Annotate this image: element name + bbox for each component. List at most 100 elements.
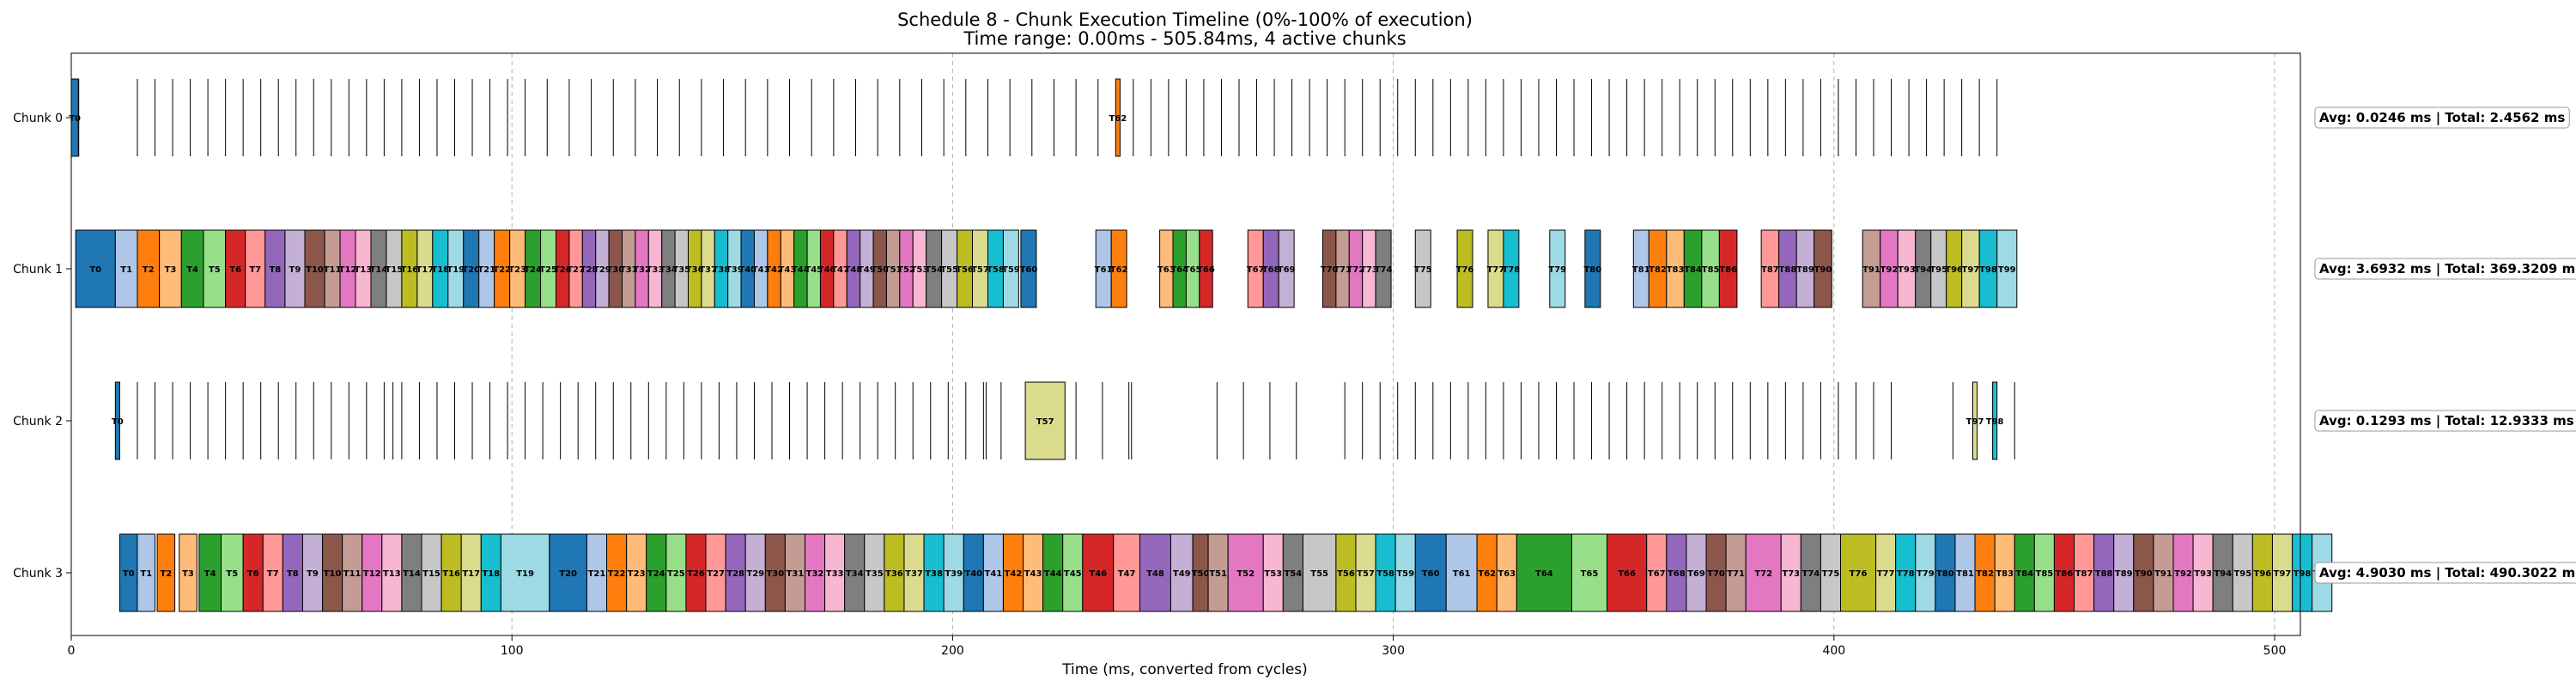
- task-label: T37: [699, 265, 717, 275]
- task-label: T71: [1334, 265, 1352, 275]
- task-label: T41: [985, 569, 1003, 579]
- task-label: T44: [792, 265, 810, 275]
- task-label: T80: [1583, 265, 1601, 275]
- task-label: T61: [1453, 569, 1471, 579]
- task-label: T32: [633, 265, 651, 275]
- task-bar: [1745, 533, 1782, 612]
- task-bar: [1584, 229, 1601, 308]
- task-label: T99: [1998, 265, 2016, 275]
- task-label: T7: [267, 569, 279, 579]
- task-bar: [1996, 229, 2018, 308]
- task-label: T22: [493, 265, 511, 275]
- task-label: T84: [2015, 569, 2033, 579]
- task-label: T24: [524, 265, 542, 275]
- task-label: T79: [1548, 265, 1566, 275]
- task-label: T76: [1456, 265, 1474, 275]
- task-label: T98: [1979, 265, 1997, 275]
- task-label: T18: [482, 569, 500, 579]
- task-label: T48: [845, 265, 863, 275]
- task-label: T26: [554, 265, 572, 275]
- task-bar: [1024, 381, 1066, 460]
- task-bar: [549, 533, 587, 612]
- task-label: T11: [324, 265, 342, 275]
- task-label: T14: [370, 265, 388, 275]
- task-label: T23: [628, 569, 646, 579]
- task-label: T67: [1648, 569, 1666, 579]
- task-label: T50: [1192, 569, 1210, 579]
- task-label: T29: [593, 265, 611, 275]
- task-label: T64: [1535, 569, 1553, 579]
- task-label: T86: [1719, 265, 1737, 275]
- task-label: T52: [897, 265, 915, 275]
- task-label: T80: [1936, 569, 1954, 579]
- task-bar: [137, 229, 161, 308]
- task-label: T46: [1089, 569, 1107, 579]
- task-label: T46: [818, 265, 836, 275]
- x-tick-label: 100: [501, 644, 524, 658]
- task-label: T54: [925, 265, 943, 275]
- task-bar: [1992, 381, 1998, 460]
- task-label: T37: [905, 569, 923, 579]
- task-label: T70: [1321, 265, 1339, 275]
- task-label: T95: [2233, 569, 2251, 579]
- task-label: T66: [1197, 265, 1215, 275]
- task-label: T56: [1337, 569, 1355, 579]
- task-bar: [1814, 229, 1832, 308]
- task-label: T65: [1581, 569, 1599, 579]
- task-label: T19: [516, 569, 534, 579]
- task-label: T75: [1822, 569, 1840, 579]
- task-bar: [1113, 533, 1141, 612]
- task-label: T62: [1110, 265, 1128, 275]
- task-label: T67: [1247, 265, 1265, 275]
- task-label: T48: [1146, 569, 1164, 579]
- task-label: T88: [1779, 265, 1797, 275]
- task-label: T10: [306, 265, 324, 275]
- task-label: T17: [462, 569, 480, 579]
- task-label: T83: [1996, 569, 2014, 579]
- task-label: T2: [160, 569, 172, 579]
- task-label: T24: [647, 569, 665, 579]
- task-label: T58: [1376, 569, 1394, 579]
- task-label: T97: [1966, 417, 1984, 427]
- task-label: T89: [1796, 265, 1814, 275]
- task-label: T52: [1236, 569, 1255, 579]
- task-label: T87: [2075, 569, 2093, 579]
- x-tick-label: 300: [1382, 644, 1405, 658]
- task-label: T4: [204, 569, 216, 579]
- chunk-annotation: Avg: 0.1293 ms | Total: 12.9333 ms: [2319, 413, 2574, 429]
- task-bar: [1840, 533, 1877, 612]
- task-bar: [1607, 533, 1648, 612]
- task-label: T9: [289, 265, 301, 275]
- task-label: T53: [1264, 569, 1282, 579]
- task-label: T4: [186, 265, 198, 275]
- task-bar: [1971, 381, 1978, 460]
- annotation-box: [2314, 106, 2570, 129]
- task-label: T38: [925, 569, 943, 579]
- task-label: T3: [165, 265, 177, 275]
- task-bar: [1170, 533, 1194, 612]
- task-label: T22: [608, 569, 626, 579]
- task-label: T74: [1375, 265, 1393, 275]
- plot-frame: [70, 52, 2301, 636]
- task-label: T69: [1687, 569, 1705, 579]
- axes: 0 100 200 300 400 500 Chunk 0 Chunk 1 Chunk 2 Chu…: [13, 112, 2286, 658]
- task-label: T34: [846, 569, 864, 579]
- task-label: T44: [1044, 569, 1062, 579]
- task-bar: [1718, 229, 1738, 308]
- task-label: T31: [787, 569, 805, 579]
- task-label: T57: [971, 265, 989, 275]
- task-label: T47: [1118, 569, 1136, 579]
- task-label: T47: [831, 265, 849, 275]
- annotation-box: [2314, 258, 2576, 280]
- grid-lines: [511, 53, 2275, 635]
- annotation-box: [2314, 562, 2576, 584]
- task-bar: [1549, 229, 1566, 308]
- task-label: T85: [1702, 265, 1720, 275]
- task-label: T18: [431, 265, 449, 275]
- task-label: T61: [1095, 265, 1113, 275]
- chunk-row: T0 T57 T97 T98: [112, 381, 2015, 460]
- task-label: T51: [1209, 569, 1227, 579]
- task-label: T17: [416, 265, 434, 275]
- task-label: T62: [1478, 569, 1496, 579]
- task-label: T6: [247, 569, 259, 579]
